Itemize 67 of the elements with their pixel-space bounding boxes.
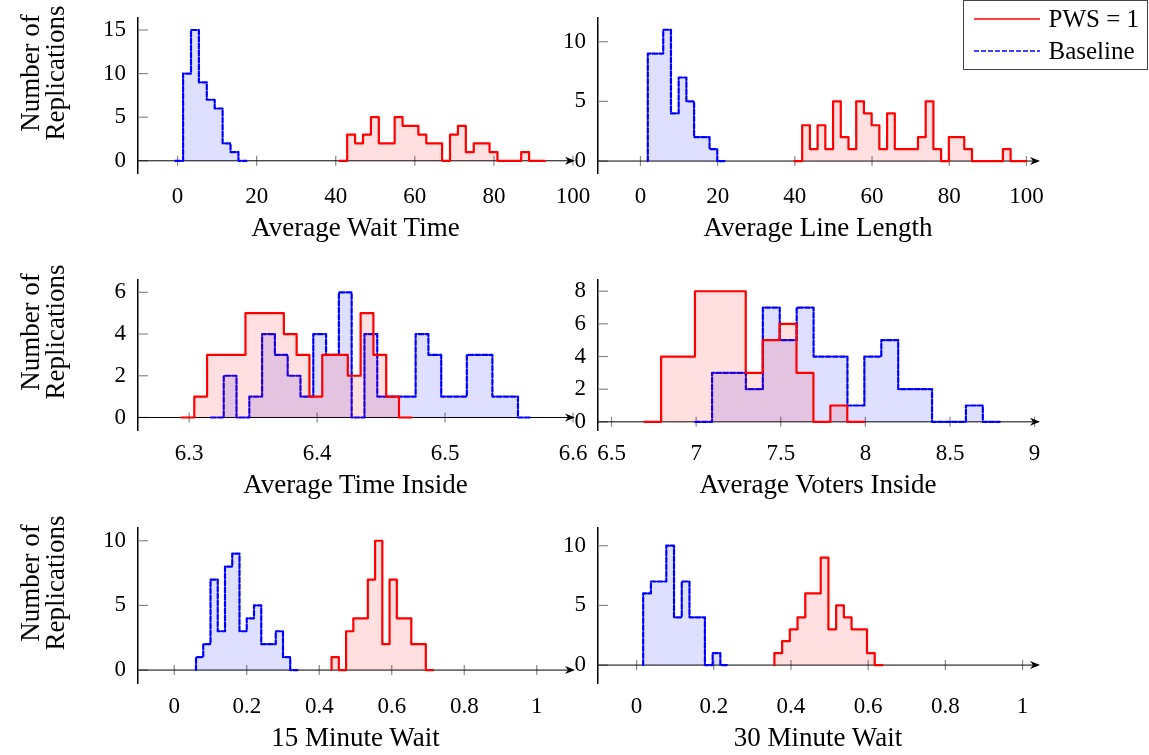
y-tick-label: 5	[574, 591, 586, 617]
y-tick-label: 0	[114, 403, 126, 429]
y-axis-title: Number of Replications	[15, 4, 70, 142]
x-tick-label: 0.2	[699, 692, 729, 718]
x-tick-label: 0.4	[776, 692, 806, 718]
y-tick-label: 6	[574, 309, 586, 335]
x-tick-label: 0.6	[377, 692, 407, 718]
x-tick-label: 0.8	[930, 692, 960, 718]
y-tick-label: 15	[103, 16, 126, 42]
y-tick-label: 10	[103, 59, 126, 85]
y-tick-label: 5	[574, 87, 586, 113]
x-tick-label: 6.6	[558, 439, 588, 465]
x-tick-label: 80	[937, 182, 961, 208]
x-axis-title: 15 Minute Wait	[271, 721, 441, 752]
x-tick-label: 7.5	[766, 439, 796, 465]
x-axis-title: Average Wait Time	[251, 211, 460, 242]
x-axis-title: Average Line Length	[703, 211, 933, 242]
y-tick-label: 4	[114, 320, 127, 346]
x-tick-label: 6.5	[430, 439, 460, 465]
y-tick-label: 10	[103, 526, 126, 552]
y-tick-label: 5	[114, 591, 126, 617]
x-tick-label: 20	[706, 182, 730, 208]
y-axis-title: Number of Replications	[15, 514, 70, 652]
x-tick-label: 0.2	[232, 692, 262, 718]
y-tick-label: 2	[114, 361, 126, 387]
x-tick-label: 1	[531, 692, 543, 718]
y-tick-label: 0	[574, 407, 586, 433]
y-tick-label: 10	[563, 531, 586, 557]
legend-label: PWS = 1	[1048, 4, 1139, 34]
x-tick-label: 0.4	[304, 692, 335, 718]
x-tick-label: 0.8	[449, 692, 479, 718]
y-tick-label: 8	[574, 277, 586, 303]
x-tick-label: 100	[1009, 182, 1044, 208]
x-tick-label: 20	[245, 182, 269, 208]
y-tick-label: 0	[574, 651, 586, 677]
y-tick-label: 10	[563, 27, 586, 53]
x-axis-title: Average Voters Inside	[699, 468, 937, 499]
x-tick-label: 0.6	[853, 692, 883, 718]
x-tick-label: 6.4	[302, 439, 332, 465]
x-tick-label: 8.5	[935, 439, 965, 465]
x-tick-label: 7	[690, 439, 702, 465]
x-tick-label: 100	[555, 182, 591, 208]
x-tick-label: 40	[783, 182, 807, 208]
x-tick-label: 0	[168, 692, 180, 718]
x-tick-label: 0	[171, 182, 184, 208]
y-tick-label: 0	[114, 656, 126, 682]
x-axis-title: Average Time Inside	[243, 468, 468, 499]
x-tick-label: 60	[860, 182, 884, 208]
x-axis-title: 30 Minute Wait	[733, 721, 903, 752]
x-tick-label: 80	[482, 182, 506, 208]
x-tick-label: 0	[634, 182, 647, 208]
y-tick-label: 4	[574, 342, 587, 368]
x-tick-label: 0	[630, 692, 643, 718]
x-tick-label: 1	[1016, 692, 1029, 718]
x-tick-label: 40	[324, 182, 348, 208]
y-tick-label: 0	[114, 146, 126, 172]
y-tick-label: 6	[114, 278, 126, 304]
x-tick-label: 60	[403, 182, 427, 208]
y-axis-title: Number of Replications	[15, 263, 70, 402]
x-tick-label: 8	[859, 439, 872, 465]
x-tick-label: 6.5	[597, 439, 626, 465]
legend-label: Baseline	[1048, 36, 1135, 66]
x-tick-label: 9	[1028, 439, 1041, 465]
y-tick-label: 0	[574, 147, 586, 173]
x-tick-label: 6.3	[174, 439, 204, 465]
y-tick-label: 2	[574, 375, 586, 401]
y-tick-label: 5	[114, 103, 126, 129]
